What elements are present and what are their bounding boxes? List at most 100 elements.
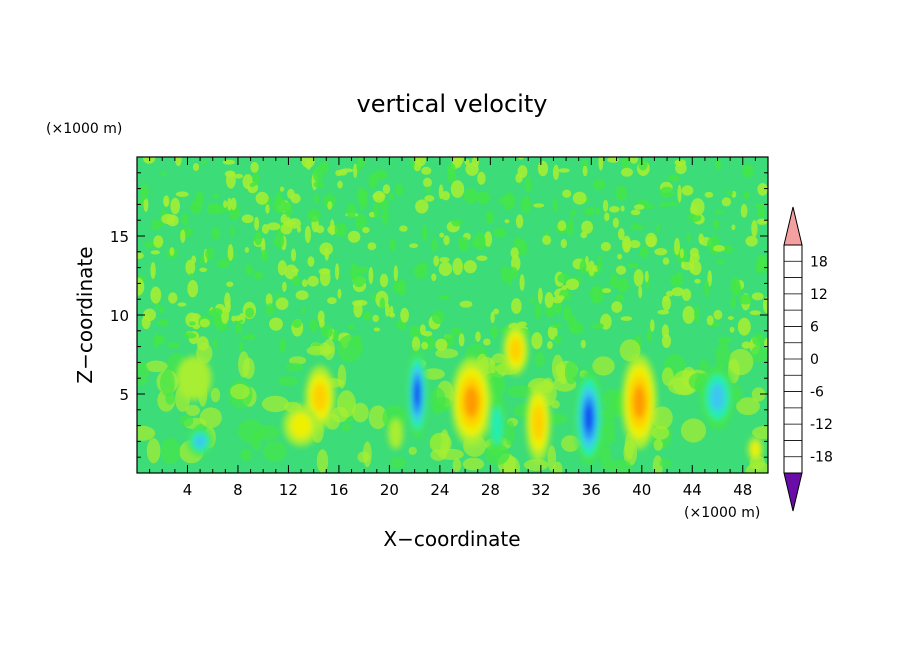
texture-patch — [582, 165, 588, 177]
texture-patch — [199, 267, 208, 272]
texture-patch — [397, 279, 406, 296]
velocity-contour — [509, 338, 522, 361]
colorbar-label: -18 — [810, 450, 833, 466]
texture-patch — [213, 338, 218, 350]
texture-patch — [280, 223, 293, 235]
texture-patch — [544, 292, 554, 308]
texture-patch — [595, 207, 600, 215]
texture-patch — [362, 441, 372, 468]
texture-patch — [677, 271, 683, 279]
x-tick-label: 20 — [380, 481, 399, 499]
texture-patch — [609, 206, 620, 213]
texture-patch — [160, 369, 175, 397]
x-tick-label: 12 — [279, 481, 298, 499]
texture-patch — [657, 309, 670, 315]
texture-patch — [475, 331, 481, 342]
texture-patch — [185, 259, 196, 275]
texture-patch — [671, 287, 685, 297]
texture-patch — [755, 260, 762, 274]
texture-patch — [517, 239, 528, 256]
texture-patch — [596, 256, 603, 273]
x-tick-label: 44 — [683, 481, 702, 499]
texture-patch — [337, 334, 363, 363]
y-tick-label: 10 — [110, 307, 129, 325]
texture-patch — [225, 300, 231, 314]
texture-patch — [653, 439, 663, 451]
texture-patch — [362, 311, 372, 321]
velocity-contour — [464, 386, 479, 418]
colorbar-max-arrow — [783, 206, 803, 246]
texture-patch — [572, 191, 587, 205]
texture-patch — [160, 172, 167, 177]
texture-patch — [355, 266, 369, 274]
texture-patch — [563, 305, 572, 322]
texture-patch — [379, 297, 386, 310]
texture-patch — [654, 248, 668, 256]
texture-patch — [592, 323, 604, 329]
texture-patch — [261, 395, 289, 413]
texture-patch — [389, 238, 396, 252]
texture-patch — [751, 292, 764, 301]
velocity-contour — [414, 381, 421, 407]
texture-patch — [616, 278, 629, 293]
texture-patch — [156, 335, 166, 345]
texture-patch — [706, 238, 714, 251]
texture-patch — [490, 311, 495, 324]
velocity-contour — [388, 417, 404, 450]
texture-patch — [557, 220, 567, 232]
texture-patch — [175, 157, 182, 167]
texture-patch — [137, 277, 145, 296]
texture-patch — [638, 285, 643, 299]
y-tick-label: 5 — [119, 386, 129, 404]
texture-patch — [205, 247, 215, 261]
texture-patch — [260, 249, 268, 262]
texture-patch — [523, 459, 549, 471]
texture-patch — [570, 208, 576, 218]
texture-patch — [441, 191, 451, 201]
texture-patch — [287, 188, 295, 199]
plot-area — [137, 157, 768, 473]
texture-patch — [227, 244, 234, 261]
texture-patch — [368, 173, 378, 189]
texture-patch — [144, 241, 157, 248]
texture-patch — [439, 257, 450, 263]
texture-patch — [415, 157, 427, 167]
texture-patch — [518, 321, 527, 327]
texture-patch — [736, 397, 760, 416]
texture-patch — [216, 259, 231, 269]
texture-patch — [238, 341, 244, 352]
texture-patch — [661, 367, 674, 387]
texture-patch — [235, 323, 243, 335]
texture-patch — [751, 220, 758, 238]
texture-patch — [592, 179, 606, 190]
texture-patch — [707, 270, 712, 287]
texture-patch — [350, 263, 358, 281]
texture-patch — [230, 383, 250, 400]
texture-patch — [263, 441, 287, 462]
texture-patch — [238, 351, 250, 378]
texture-patch — [322, 159, 329, 174]
texture-patch — [621, 157, 631, 171]
texture-patch — [681, 185, 694, 196]
texture-patch — [608, 459, 633, 473]
texture-patch — [524, 176, 532, 193]
texture-patch — [451, 218, 463, 227]
texture-patch — [562, 189, 572, 198]
texture-patch — [757, 183, 768, 196]
texture-patch — [338, 169, 348, 176]
texture-patch — [464, 188, 478, 204]
velocity-contour — [532, 404, 544, 440]
texture-patch — [426, 186, 431, 195]
texture-patch — [656, 224, 661, 234]
texture-patch — [698, 359, 709, 372]
texture-patch — [681, 261, 686, 268]
texture-patch — [269, 317, 283, 331]
colorbar-labels: 18 12 6 0 -6 -12 -18 — [810, 254, 833, 465]
texture-patch — [439, 232, 445, 238]
texture-patch — [667, 174, 680, 182]
velocity-contour — [176, 356, 212, 401]
x-tick-label: 28 — [481, 481, 500, 499]
texture-patch — [689, 247, 699, 258]
texture-patch — [451, 326, 462, 337]
texture-patch — [230, 197, 237, 211]
